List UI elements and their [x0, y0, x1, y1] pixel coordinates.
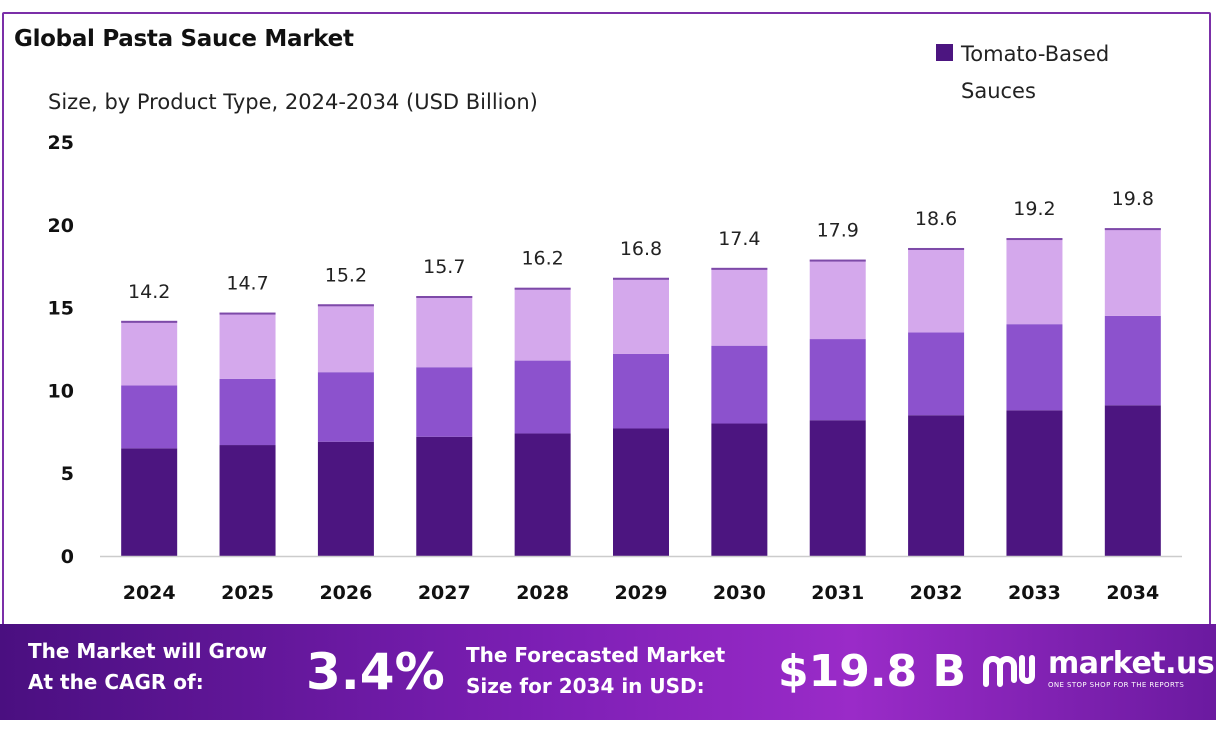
bar-top-edge	[613, 277, 669, 280]
bar-segment-1	[1104, 405, 1161, 556]
cagr-value: 3.4%	[306, 643, 445, 701]
bar-segment-1	[514, 433, 571, 556]
bar-segment-2	[219, 378, 276, 446]
bar-segment-2	[317, 372, 374, 442]
market-us-logo-icon	[983, 655, 1035, 687]
forecast-label: The Forecasted Market Size for 2034 in U…	[466, 640, 776, 702]
cagr-label: The Market will Grow At the CAGR of:	[28, 636, 308, 698]
x-tick-label: 2027	[418, 582, 471, 604]
bar-total-label: 16.8	[620, 238, 662, 260]
bar-top-edge	[317, 304, 374, 307]
x-tick-label: 2032	[910, 582, 963, 604]
forecast-value: $19.8 B	[778, 646, 967, 697]
bar-top-edge	[809, 259, 866, 262]
bar-total-label: 18.6	[915, 208, 957, 230]
bar-total-label: 19.8	[1112, 188, 1154, 210]
bar-top-edge	[908, 247, 965, 250]
bar-top-edge	[219, 312, 276, 315]
forecast-label-line2: Size for 2034 in USD:	[466, 674, 705, 698]
bar-segment-3	[1006, 238, 1063, 325]
legend-label: Tomato-Based Sauces	[961, 36, 1171, 110]
bar-segment-2	[1104, 315, 1161, 406]
bar-segment-3	[908, 247, 965, 333]
bar-segment-1	[908, 415, 965, 556]
chart-subtitle: Size, by Product Type, 2024-2034 (USD Bi…	[48, 90, 538, 114]
x-tick-label: 2024	[123, 582, 176, 604]
bar-top-edge	[121, 320, 178, 323]
y-tick-label: 15	[48, 298, 74, 320]
legend-swatch	[936, 44, 953, 61]
bar-segment-2	[809, 339, 866, 421]
x-tick-label: 2030	[713, 582, 766, 604]
bar-segment-1	[711, 423, 768, 556]
bar-segment-3	[219, 312, 276, 379]
y-tick-label: 10	[48, 380, 74, 402]
bar-segment-2	[1006, 324, 1063, 411]
bar-segment-1	[809, 420, 866, 556]
x-tick-label: 2033	[1008, 582, 1061, 604]
chart-title: Global Pasta Sauce Market	[14, 26, 354, 52]
cagr-label-line2: At the CAGR of:	[28, 670, 204, 694]
bar-segment-3	[514, 287, 571, 361]
legend-label-line2: Sauces	[961, 79, 1036, 103]
brand-tagline: ONE STOP SHOP FOR THE REPORTS	[1048, 681, 1185, 689]
bar-segment-1	[219, 445, 276, 556]
bar-segment-2	[121, 385, 178, 449]
legend-label-line1: Tomato-Based	[961, 42, 1110, 66]
bar-total-label: 14.2	[128, 281, 170, 303]
bar-segment-2	[416, 367, 473, 437]
bar-segment-2	[613, 353, 669, 429]
x-tick-label: 2026	[319, 582, 372, 604]
bar-segment-3	[416, 296, 473, 368]
bar-segment-3	[711, 267, 768, 346]
bar-total-label: 17.9	[817, 220, 859, 242]
bar-total-label: 17.4	[718, 228, 760, 250]
bar-total-label: 19.2	[1013, 198, 1055, 220]
bar-total-label: 16.2	[521, 248, 563, 270]
bar-segment-3	[613, 277, 669, 354]
forecast-label-line1: The Forecasted Market	[466, 643, 726, 667]
bar-segment-1	[1006, 410, 1063, 556]
x-tick-label: 2028	[516, 582, 569, 604]
y-tick-label: 5	[61, 463, 74, 485]
y-tick-label: 20	[48, 215, 74, 237]
y-tick-label: 25	[48, 132, 74, 154]
x-tick-label: 2029	[615, 582, 668, 604]
y-tick-label: 0	[61, 546, 74, 568]
bar-segment-1	[121, 448, 178, 556]
bar-segment-3	[809, 259, 866, 340]
brand-name: market.us	[1048, 646, 1215, 681]
bar-segment-3	[1104, 228, 1161, 316]
bar-segment-1	[613, 428, 669, 556]
bar-total-label: 15.2	[325, 264, 367, 286]
bar-top-edge	[1006, 238, 1063, 241]
bar-segment-2	[514, 360, 571, 434]
x-tick-label: 2031	[811, 582, 864, 604]
summary-banner: The Market will Grow At the CAGR of: 3.4…	[0, 624, 1216, 720]
bar-segment-2	[908, 332, 965, 416]
bar-top-edge	[416, 296, 473, 299]
x-tick-label: 2034	[1106, 582, 1159, 604]
bar-segment-3	[121, 320, 178, 386]
bar-total-label: 14.7	[226, 273, 268, 295]
cagr-label-line1: The Market will Grow	[28, 639, 268, 663]
bar-chart: 051015202514.2202414.7202515.2202615.720…	[48, 132, 1182, 604]
bar-total-label: 15.7	[423, 256, 465, 278]
bar-segment-1	[317, 441, 374, 556]
bar-top-edge	[1104, 228, 1161, 231]
bar-top-edge	[711, 267, 768, 270]
bar-segment-3	[317, 304, 374, 373]
bar-top-edge	[514, 287, 571, 290]
x-tick-label: 2025	[221, 582, 274, 604]
bar-segment-2	[711, 345, 768, 424]
bar-segment-1	[416, 436, 473, 556]
